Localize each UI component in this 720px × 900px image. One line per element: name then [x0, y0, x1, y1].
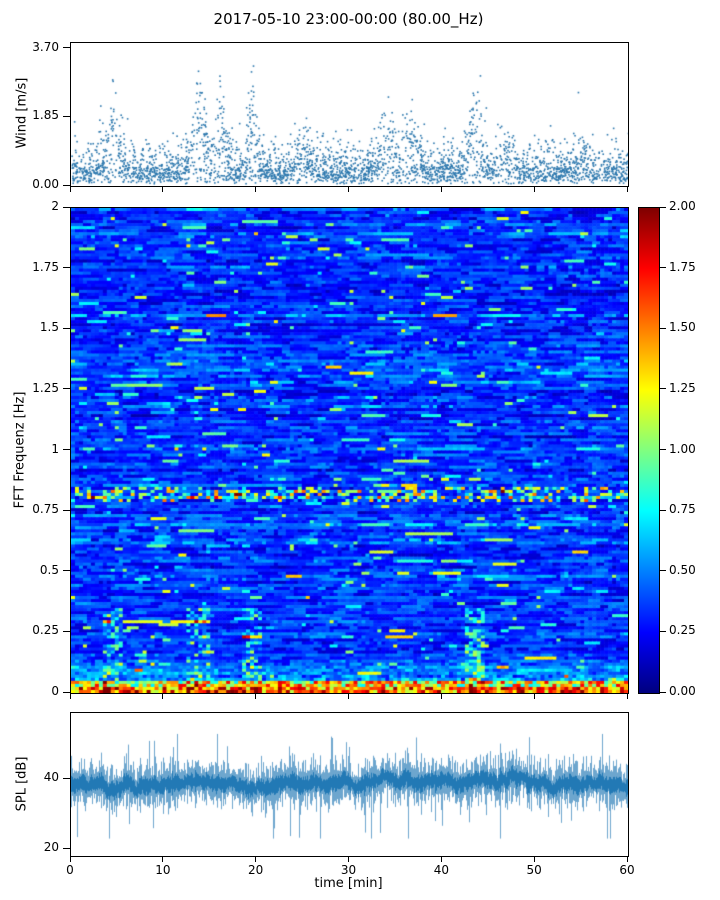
- x-tick-mark: [69, 694, 71, 699]
- x-tick-label: 20: [248, 863, 264, 877]
- y-tick-mark: [63, 509, 70, 511]
- y-tick-label: 3.70: [32, 39, 59, 54]
- x-tick-mark: [69, 187, 71, 192]
- spectrogram-canvas: [71, 208, 628, 693]
- x-tick-mark: [533, 187, 535, 192]
- x-tick-mark: [626, 187, 628, 192]
- x-tick-mark: [69, 857, 71, 862]
- y-tick-mark: [63, 630, 70, 632]
- x-tick-mark: [348, 187, 349, 192]
- x-tick-label: 50: [526, 863, 542, 877]
- x-tick-label: 30: [340, 863, 357, 877]
- colorbar-tick-mark: [660, 267, 666, 269]
- colorbar-tick-label: 1.50: [669, 320, 696, 335]
- x-tick-label: 40: [433, 863, 449, 877]
- y-tick-mark: [63, 115, 70, 117]
- y-tick-label: 1.75: [32, 259, 59, 274]
- colorbar-tick-label: 0.75: [669, 502, 696, 517]
- colorbar-tick-label: 0.50: [669, 562, 696, 577]
- x-tick-mark: [626, 857, 628, 862]
- colorbar-tick-mark: [660, 388, 666, 390]
- x-tick-label: 0: [66, 863, 74, 877]
- x-tick-mark: [255, 857, 257, 862]
- spl-plot: [70, 712, 629, 857]
- y-tick-mark: [63, 184, 70, 186]
- colorbar-tick-mark: [660, 327, 666, 329]
- colorbar-tick-label: 0.25: [669, 623, 696, 638]
- colorbar-tick-label: 2.00: [669, 199, 696, 213]
- y-tick-mark: [63, 847, 70, 849]
- y-tick-mark: [63, 388, 70, 390]
- y-tick-mark: [63, 449, 70, 450]
- x-tick-mark: [162, 187, 164, 192]
- wind-scatter-canvas: [71, 43, 628, 186]
- colorbar-tick-mark: [660, 206, 666, 208]
- colorbar: [638, 207, 660, 694]
- x-tick-label: 60: [619, 863, 635, 877]
- x-tick-mark: [162, 694, 164, 699]
- colorbar-tick-mark: [660, 449, 666, 450]
- colorbar-tick-mark: [660, 570, 666, 572]
- x-tick-mark: [533, 857, 535, 862]
- y-tick-label: 0: [51, 684, 59, 698]
- y-tick-label: 2: [51, 199, 59, 213]
- y-tick-label: 0.00: [32, 177, 59, 191]
- time-x-axis-label: time [min]: [314, 876, 383, 891]
- y-tick-label: 20: [43, 840, 59, 855]
- x-tick-mark: [255, 694, 257, 699]
- y-tick-label: 0.5: [39, 562, 59, 577]
- spl-canvas: [71, 713, 628, 856]
- y-tick-label: 1: [51, 441, 59, 456]
- x-tick-mark: [440, 857, 442, 862]
- colorbar-tick-label: 1.00: [669, 441, 696, 456]
- x-tick-mark: [440, 187, 442, 192]
- colorbar-tick-mark: [660, 630, 666, 632]
- x-tick-mark: [348, 857, 349, 862]
- colorbar-tick-label: 1.75: [669, 259, 696, 274]
- y-tick-mark: [63, 570, 70, 572]
- colorbar-tick-mark: [660, 509, 666, 511]
- colorbar-tick-label: 0.00: [669, 684, 696, 698]
- y-tick-mark: [63, 777, 70, 779]
- x-tick-mark: [348, 694, 349, 699]
- figure-title: 2017-05-10 23:00-00:00 (80.00_Hz): [213, 10, 484, 28]
- spectrogram-plot: [70, 207, 629, 694]
- x-tick-mark: [533, 694, 535, 699]
- x-tick-label: 10: [155, 863, 171, 877]
- y-tick-label: 1.5: [39, 320, 59, 335]
- x-tick-mark: [162, 857, 164, 862]
- y-tick-mark: [63, 691, 70, 693]
- y-tick-mark: [63, 47, 70, 49]
- wind-scatter-plot: [70, 42, 629, 187]
- y-tick-label: 0.25: [32, 623, 59, 638]
- y-tick-label: 1.25: [32, 380, 59, 395]
- colorbar-tick-mark: [660, 691, 666, 693]
- x-tick-mark: [255, 187, 257, 192]
- y-tick-label: 0.75: [32, 502, 59, 517]
- x-tick-mark: [626, 694, 628, 699]
- y-tick-label: 1.85: [32, 108, 59, 123]
- y-tick-label: 40: [43, 770, 59, 785]
- y-tick-mark: [63, 267, 70, 269]
- x-tick-mark: [440, 694, 442, 699]
- y-tick-mark: [63, 327, 70, 329]
- y-tick-mark: [63, 206, 70, 208]
- colorbar-tick-label: 1.25: [669, 380, 696, 395]
